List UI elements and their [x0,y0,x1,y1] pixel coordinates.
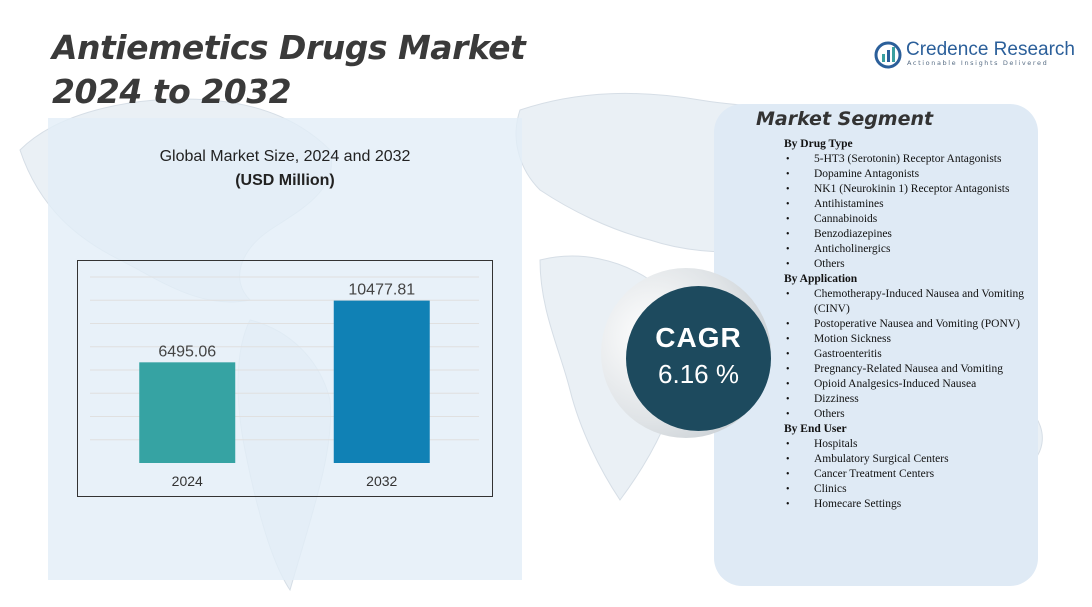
segment-item: Hospitals [784,437,1034,452]
segment-item: Opioid Analgesics-Induced Nausea [784,377,1034,392]
chart-panel [48,118,522,580]
segment-group-title: By Drug Type [784,138,853,150]
segment-item: Motion Sickness [784,332,1034,347]
title-line-1: Antiemetics Drugs Market [52,28,526,67]
bar-2032 [333,300,430,463]
segment-item-list: HospitalsAmbulatory Surgical CentersCanc… [784,437,1034,512]
market-segment-title: Market Segment [756,108,934,130]
segment-item: Others [784,407,1034,422]
bar-value-label: 10477.81 [348,282,415,299]
chart-title: Global Market Size, 2024 and 2032 [159,148,411,165]
x-tick-label: 2032 [366,473,397,489]
segment-item: Gastroenteritis [784,347,1034,362]
segment-item: Pregnancy-Related Nausea and Vomiting [784,362,1034,377]
segment-item: Homecare Settings [784,497,1034,512]
page-title: Antiemetics Drugs Market 2024 to 2032 [52,26,526,114]
segment-item: Others [784,257,1034,272]
segment-item: Antihistamines [784,197,1034,212]
segment-item: Postoperative Nausea and Vomiting (PONV) [784,317,1034,332]
segment-item: Ambulatory Surgical Centers [784,452,1034,467]
market-segment-list: By Drug Type 5-HT3 (Serotonin) Receptor A… [784,137,1034,512]
segment-item: Clinics [784,482,1034,497]
logo-tagline: Actionable Insights Delivered [907,59,1049,67]
segment-item: NK1 (Neurokinin 1) Receptor Antagonists [784,182,1034,197]
cagr-value: 6.16 % [658,359,739,389]
chart-heading: Global Market Size, 2024 and 2032 (USD M… [48,148,522,190]
segment-item: Cannabinoids [784,212,1034,227]
bar-value-label: 6495.06 [158,343,216,360]
cagr-badge: CAGR 6.16 % [626,286,771,431]
segment-item: Benzodiazepines [784,227,1034,242]
segment-item: Dizziness [784,392,1034,407]
chart-unit: (USD Million) [235,172,335,189]
segment-item-list: 5-HT3 (Serotonin) Receptor AntagonistsDo… [784,152,1034,272]
cagr-label: CAGR [655,322,742,353]
chart-frame [77,260,493,497]
segment-item: Chemotherapy-Induced Nausea and Vomiting… [784,287,1034,317]
x-tick-label: 2024 [172,473,203,489]
logo-icon [874,41,902,69]
segment-item: Dopamine Antagonists [784,167,1034,182]
title-line-2: 2024 to 2032 [52,72,292,111]
company-logo: Credence Research Actionable Insights De… [874,38,1075,72]
segment-group-title: By End User [784,423,847,435]
segment-item-list: Chemotherapy-Induced Nausea and Vomiting… [784,287,1034,422]
segment-item: Cancer Treatment Centers [784,467,1034,482]
segment-item: Anticholinergics [784,242,1034,257]
logo-name: Credence Research [906,39,1075,60]
bar-chart: 6495.06 2024 10477.81 2032 [90,276,479,489]
segment-item: 5-HT3 (Serotonin) Receptor Antagonists [784,152,1034,167]
segment-group-title: By Application [784,273,858,285]
bar-2024 [139,362,236,463]
